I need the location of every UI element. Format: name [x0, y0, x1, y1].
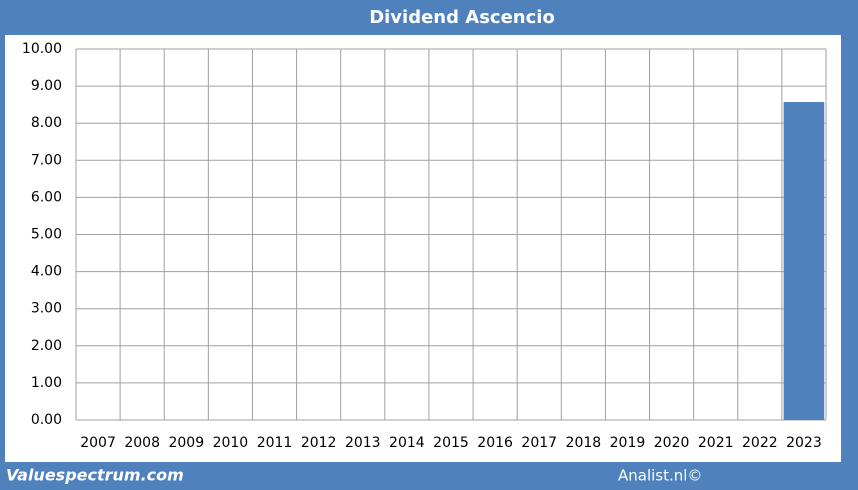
x-tick-label: 2007: [80, 435, 116, 451]
bar: [783, 102, 825, 420]
x-tick-label: 2020: [654, 435, 690, 451]
footer-left: Valuespectrum.com: [6, 466, 184, 485]
y-tick-label: 3.00: [31, 301, 62, 317]
x-tick-label: 2010: [213, 435, 249, 451]
x-tick-label: 2017: [521, 435, 557, 451]
y-tick-label: 2.00: [31, 338, 62, 354]
chart-title: Dividend Ascencio: [369, 7, 555, 28]
x-tick-label: 2008: [124, 435, 160, 451]
x-tick-label: 2009: [168, 435, 204, 451]
y-tick-label: 1.00: [31, 375, 62, 391]
x-tick-label: 2015: [433, 435, 469, 451]
y-tick-label: 7.00: [31, 152, 62, 168]
x-tick-label: 2023: [786, 435, 822, 451]
x-tick-label: 2018: [566, 435, 602, 451]
x-tick-label: 2011: [257, 435, 293, 451]
y-tick-label: 8.00: [31, 115, 62, 131]
x-tick-label: 2022: [742, 435, 778, 451]
y-tick-label: 9.00: [31, 78, 62, 94]
y-tick-label: 4.00: [31, 264, 62, 280]
y-tick-label: 6.00: [31, 189, 62, 205]
x-tick-label: 2013: [345, 435, 381, 451]
x-tick-label: 2012: [301, 435, 337, 451]
x-tick-label: 2014: [389, 435, 425, 451]
x-tick-label: 2019: [610, 435, 646, 451]
y-tick-label: 0.00: [31, 412, 62, 428]
footer-right: Analist.nl©: [618, 467, 702, 485]
y-tick-label: 10.00: [22, 41, 62, 57]
y-tick-label: 5.00: [31, 227, 62, 243]
x-tick-label: 2016: [477, 435, 513, 451]
plot-panel: [5, 35, 841, 462]
x-tick-label: 2021: [698, 435, 734, 451]
